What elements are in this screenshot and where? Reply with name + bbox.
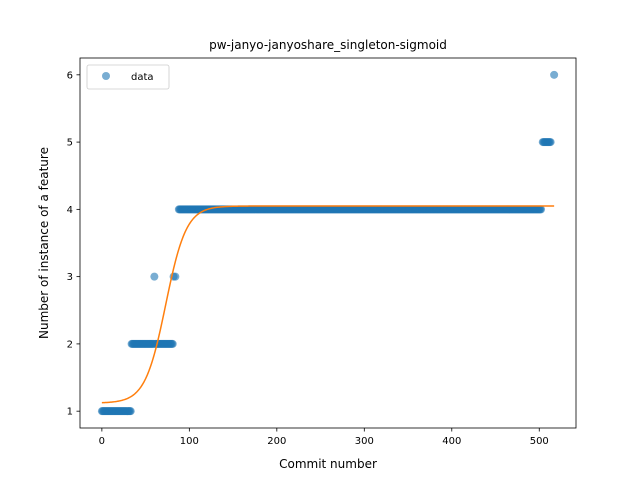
sigmoid-fit-line [101,205,555,404]
data-point [168,339,177,348]
x-tick-label: 400 [442,436,461,447]
data-point [537,205,546,214]
x-tick-label: 100 [180,436,199,447]
y-tick-label: 4 [67,205,73,216]
data-point [171,272,180,281]
x-tick-label: 500 [530,436,549,447]
data-point [126,407,135,416]
data-point [150,272,159,281]
y-tick-label: 2 [67,339,73,350]
x-tick-label: 0 [99,436,105,447]
plot-area: 0 100 200 300 400 500 1 2 3 4 5 6 [67,57,577,447]
chart-marks [97,70,559,416]
y-axis-ticks: 1 2 3 4 5 6 [67,70,80,418]
data-point [550,70,559,79]
legend-label-data: data [131,72,154,83]
x-tick-label: 300 [355,436,374,447]
y-tick-label: 3 [67,272,73,283]
legend-box [86,64,170,90]
x-axis-ticks: 0 100 200 300 400 500 [99,428,549,447]
y-tick-label: 1 [67,407,73,418]
x-axis-label: Commit number [279,457,377,471]
data-point [546,138,555,147]
y-axis-label: Number of instance of a feature [37,147,51,339]
y-tick-label: 6 [67,70,73,81]
legend-marker-data [102,72,110,80]
x-tick-label: 200 [267,436,286,447]
y-tick-label: 5 [67,138,73,149]
legend: data [86,64,170,90]
chart-title: pw-janyo-janyoshare_singleton-sigmoid [209,38,447,52]
axes-frame [79,57,577,429]
